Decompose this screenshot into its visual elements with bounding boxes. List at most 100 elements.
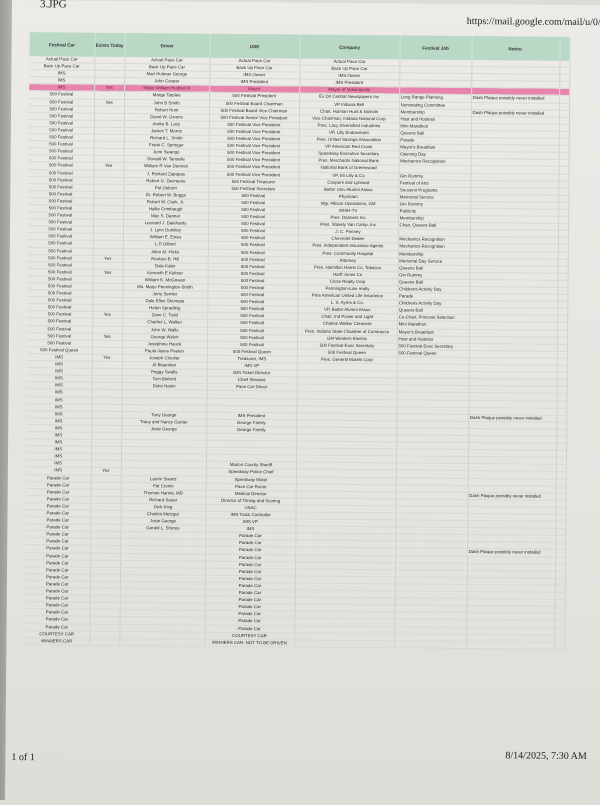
cell-extra <box>558 124 569 132</box>
cell-festival-job: Host and Hostess <box>397 335 470 344</box>
cell-extra <box>557 336 568 345</box>
cell-extra <box>556 365 567 373</box>
column-header-company: Company <box>299 34 400 60</box>
cell-driver <box>119 638 205 646</box>
cell-notes: Dash Plaque possibly never installed <box>471 94 560 103</box>
cell-extra <box>557 251 568 259</box>
cell-extra <box>558 109 570 118</box>
cell-extra <box>558 209 569 217</box>
cell-extra <box>554 571 566 579</box>
cell-festival-job: Mechanics Recognition <box>397 243 470 252</box>
cell-extra <box>558 216 569 224</box>
cell-extra <box>556 344 568 352</box>
cell-extra <box>557 329 568 338</box>
cell-extra <box>556 450 567 458</box>
print-timestamp: 8/14/2025, 7:30 AM <box>505 750 587 763</box>
column-header-use: USE <box>209 33 300 59</box>
cell-extra <box>557 322 568 330</box>
cell-extra <box>559 95 570 103</box>
cell-extra <box>555 521 566 529</box>
cell-extra <box>557 237 568 245</box>
cell-extra <box>554 578 565 586</box>
cell-exists-today <box>89 637 120 646</box>
cell-extra <box>557 273 568 281</box>
cell-extra <box>558 117 569 125</box>
cell-extra <box>555 535 566 543</box>
cell-festival-job: 500 Festival Queen <box>396 349 469 358</box>
cell-festival-job: 500 Festival Exec Secretary <box>396 342 470 351</box>
cell-extra <box>558 145 569 153</box>
cell-extra <box>556 443 567 451</box>
cell-extra <box>558 152 569 160</box>
cell-festival-job: Chair, Queens Ball <box>398 222 471 230</box>
cell-notes: Dash Plaque possibly never installed <box>471 109 560 118</box>
cell-festival-job: Souvenir Programs <box>398 186 471 195</box>
cell-extra <box>556 372 567 380</box>
cell-festival-job <box>394 640 467 649</box>
cell-extra <box>556 436 567 444</box>
cell-extra <box>555 500 566 508</box>
column-header-driver: Driver <box>124 32 210 58</box>
cell-extra <box>556 393 567 401</box>
cell-extra <box>555 556 566 565</box>
cell-extra <box>555 563 566 572</box>
cell-extra <box>555 507 566 515</box>
cell-extra <box>556 422 567 430</box>
cell-extra <box>559 88 570 96</box>
cell-notes: Dash Plaque possibly never installed <box>467 492 556 501</box>
cell-festival-job: Mayor's Breakfast <box>397 328 470 337</box>
cell-extra <box>554 606 565 614</box>
cell-festival-job: Co-Chair, Princess Selection <box>397 314 470 322</box>
cell-extra <box>554 592 565 600</box>
table-body: Actual Pace Car Actual Pace Car Actual Pac… <box>24 56 570 650</box>
file-title: 3.JPG <box>39 0 67 11</box>
cell-extra <box>554 620 565 628</box>
cell-extra <box>555 464 566 472</box>
cell-extra <box>557 244 568 252</box>
cell-festival-job: Mayor's Breakfast <box>398 144 471 152</box>
cell-extra <box>558 202 569 210</box>
festival-car-table: Festival Car Exists Today Driver USE Company… <box>24 32 570 650</box>
cell-festival-job: Childrens Activity Day <box>397 285 470 294</box>
cell-extra <box>558 166 569 174</box>
cell-extra <box>558 159 569 167</box>
cell-extra <box>554 599 565 607</box>
cell-notes: Dash Plaque possibly never installed <box>467 548 556 557</box>
cell-festival-job: Long Range Planning <box>399 94 472 103</box>
cell-festival-car: WINNERS CAR <box>24 637 90 645</box>
cell-extra <box>556 414 567 423</box>
cell-company <box>294 639 395 648</box>
cell-extra <box>558 131 569 139</box>
cell-extra <box>558 173 569 181</box>
cell-extra <box>555 542 566 550</box>
page-count: 1 of 1 <box>11 752 35 764</box>
cell-extra <box>556 400 567 408</box>
cell-extra <box>555 478 566 486</box>
cell-extra <box>555 457 567 465</box>
cell-extra <box>554 641 565 650</box>
column-header-notes: Notes: <box>471 36 560 61</box>
cell-extra <box>556 358 567 366</box>
cell-extra <box>558 180 569 189</box>
cell-extra <box>557 294 568 302</box>
column-header-extra <box>559 36 570 61</box>
cell-festival-job: Nominating Committee <box>399 101 472 110</box>
cell-notes: Dash Plaque possibly never installed <box>468 414 557 423</box>
cell-extra <box>554 613 565 621</box>
printed-page: 3.JPG https://mail.google.com/mail/u/0/ … <box>5 0 600 805</box>
cell-extra <box>556 351 567 359</box>
cell-festival-job: Host and Hostess <box>398 115 472 124</box>
column-header-festival-car: Festival Car <box>29 32 95 57</box>
cell-extra <box>557 315 568 323</box>
cell-festival-job: Memorial Day Service <box>397 257 470 266</box>
cell-extra <box>556 429 567 437</box>
cell-extra <box>556 379 567 387</box>
cell-extra <box>558 187 569 196</box>
cell-extra <box>554 634 565 643</box>
cell-extra <box>555 549 566 557</box>
cell-extra <box>555 471 566 479</box>
cell-extra <box>557 280 568 288</box>
cell-extra <box>555 492 566 501</box>
cell-festival-job: Mechanics Recognition <box>398 158 471 166</box>
cell-extra <box>557 258 568 267</box>
